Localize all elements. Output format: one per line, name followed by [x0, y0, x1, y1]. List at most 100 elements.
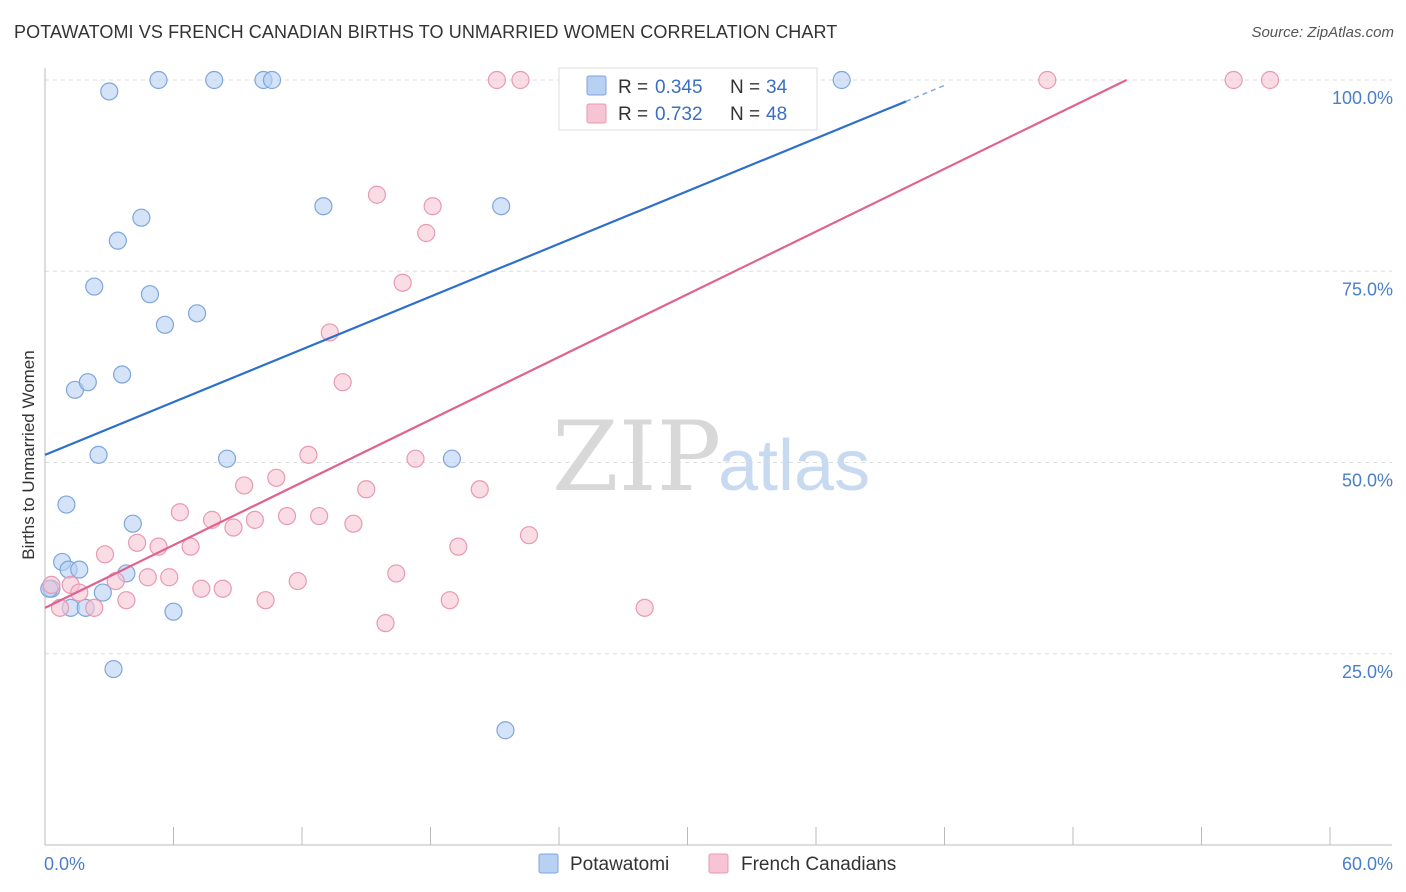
data-point-potawatomi — [205, 70, 224, 90]
data-point-potawatomi — [262, 70, 282, 90]
data-point-potawatomi — [496, 721, 515, 740]
trend-line-potawatomi — [44, 100, 907, 456]
data-point-french-canadians — [288, 571, 307, 591]
y-tick-label: 25.0% — [1342, 662, 1393, 682]
legend-n-label-french-canadians: N = — [730, 104, 760, 125]
chart-source: Source: ZipAtlas.com — [1251, 24, 1394, 41]
data-point-potawatomi — [832, 70, 851, 90]
data-point-french-canadians — [245, 510, 264, 529]
data-point-french-canadians — [160, 568, 179, 587]
data-point-french-canadians — [85, 598, 104, 617]
bottom-legend-swatch-french-canadians — [708, 853, 729, 874]
data-point-french-canadians — [487, 70, 506, 90]
data-point-french-canadians — [256, 591, 275, 610]
data-point-french-canadians — [1260, 70, 1280, 90]
data-point-potawatomi — [492, 197, 511, 216]
legend-n-label-potawatomi: N = — [730, 77, 760, 98]
chart-title: POTAWATOMI VS FRENCH CANADIAN BIRTHS TO … — [14, 22, 838, 42]
data-point-potawatomi — [314, 197, 333, 216]
data-point-french-canadians — [406, 449, 425, 468]
data-point-french-canadians — [1038, 70, 1057, 90]
data-point-potawatomi — [140, 285, 160, 304]
bottom-legend-label-french-canadians: French Canadians — [741, 854, 896, 875]
data-point-potawatomi — [164, 602, 183, 621]
data-point-french-canadians — [357, 480, 376, 499]
data-point-french-canadians — [367, 185, 387, 204]
bottom-legend-label-potawatomi: Potawatomi — [570, 854, 669, 875]
data-point-french-canadians — [138, 568, 157, 587]
y-tick-labels: 25.0% 50.0% 75.0% 100.0% — [1332, 88, 1393, 682]
trend-lines — [44, 79, 1128, 609]
data-point-french-canadians — [310, 506, 329, 526]
data-point-potawatomi — [104, 659, 123, 679]
x-tick-labels: 0.0% 60.0% — [44, 854, 1393, 874]
legend-r-value-potawatomi: 0.345 — [655, 77, 703, 98]
data-point-french-canadians — [417, 223, 436, 243]
data-point-french-canadians — [423, 197, 442, 216]
x-tick-label-max: 60.0% — [1342, 854, 1393, 874]
data-point-potawatomi — [70, 560, 89, 579]
data-point-french-canadians — [235, 476, 254, 495]
watermark: ZIP atlas — [552, 401, 870, 513]
data-point-french-canadians — [449, 537, 468, 556]
data-point-french-canadians — [192, 579, 211, 598]
trend-line-french-canadians — [44, 79, 1128, 609]
legend-n-value-potawatomi: 34 — [766, 77, 788, 98]
data-point-french-canadians — [127, 533, 147, 552]
data-point-potawatomi — [57, 495, 76, 514]
data-point-potawatomi — [93, 583, 112, 602]
data-point-potawatomi — [108, 231, 127, 250]
data-point-potawatomi — [217, 449, 237, 468]
data-point-potawatomi — [85, 277, 104, 296]
data-point-potawatomi — [123, 514, 142, 533]
data-point-potawatomi — [100, 82, 119, 101]
trend-line-extension-potawatomi — [905, 84, 945, 103]
data-point-potawatomi — [78, 373, 97, 392]
y-tick-label: 50.0% — [1342, 471, 1393, 491]
y-tick-label: 100.0% — [1332, 88, 1393, 108]
watermark-zip: ZIP — [552, 401, 721, 513]
legend-swatch-potawatomi — [586, 75, 607, 96]
data-point-french-canadians — [213, 579, 232, 598]
data-point-french-canadians — [333, 373, 352, 392]
data-point-potawatomi — [132, 208, 151, 227]
data-point-potawatomi — [155, 315, 175, 334]
legend-r-label-french-canadians: R = — [618, 104, 648, 125]
data-point-french-canadians — [470, 480, 489, 499]
data-point-french-canadians — [393, 273, 412, 292]
bottom-legend: Potawatomi French Canadians — [538, 853, 896, 875]
data-point-french-canadians — [50, 598, 70, 617]
data-point-french-canadians — [277, 506, 297, 526]
data-point-french-canadians — [344, 514, 363, 533]
data-point-french-canadians — [95, 545, 115, 564]
watermark-atlas: atlas — [718, 426, 870, 506]
data-point-french-canadians — [387, 564, 406, 583]
data-point-french-canadians — [299, 445, 318, 464]
legend-r-label-potawatomi: R = — [618, 77, 648, 98]
data-point-french-canadians — [170, 503, 190, 522]
data-point-french-canadians — [117, 591, 136, 610]
legend: R = 0.345 N = 34 R = 0.732 N = 48 — [558, 67, 818, 131]
data-point-potawatomi — [89, 445, 108, 464]
y-tick-label: 75.0% — [1342, 279, 1393, 299]
legend-swatch-french-canadians — [586, 103, 607, 124]
y-axis-label: Births to Unmarried Women — [19, 350, 38, 559]
data-point-french-canadians — [440, 591, 459, 610]
axes — [44, 68, 1392, 846]
data-point-french-canadians — [635, 598, 654, 617]
data-point-potawatomi — [149, 70, 168, 90]
data-point-french-canadians — [224, 518, 243, 537]
data-points — [40, 70, 1280, 740]
data-point-potawatomi — [112, 365, 132, 384]
data-point-french-canadians — [376, 614, 395, 633]
data-point-french-canadians — [267, 468, 286, 487]
legend-n-value-french-canadians: 48 — [766, 104, 787, 125]
grid-lines — [45, 79, 1392, 655]
data-point-french-canadians — [1224, 70, 1243, 90]
x-tick-label-min: 0.0% — [44, 854, 85, 874]
legend-r-value-french-canadians: 0.732 — [655, 104, 703, 125]
data-point-french-canadians — [70, 583, 89, 602]
data-point-potawatomi — [442, 449, 462, 468]
data-point-french-canadians — [181, 537, 200, 556]
